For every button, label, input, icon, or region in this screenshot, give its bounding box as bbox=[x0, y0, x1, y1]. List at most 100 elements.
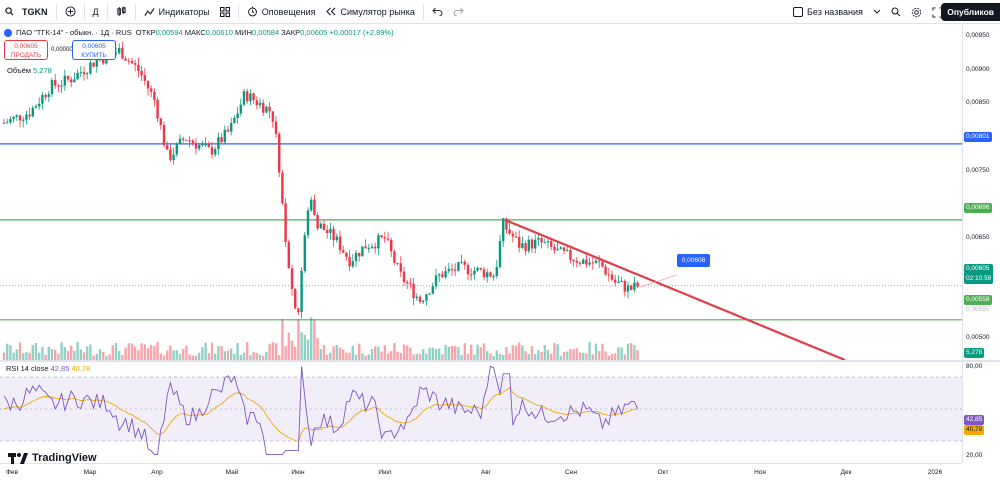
volume-bar bbox=[342, 349, 345, 360]
volume-bar bbox=[380, 351, 383, 360]
candle-body bbox=[258, 102, 262, 106]
candle-body bbox=[86, 73, 89, 75]
sell-button[interactable]: 0,00605 ПРОДАТЬ bbox=[4, 40, 48, 60]
candle-body bbox=[166, 145, 169, 150]
candle-body bbox=[268, 106, 271, 112]
candle-body bbox=[409, 283, 412, 285]
templates-button[interactable] bbox=[215, 0, 235, 24]
volume-bar bbox=[620, 347, 623, 360]
alerts-label: Оповещения bbox=[261, 6, 316, 17]
interval-button[interactable]: Д bbox=[92, 6, 99, 17]
undo-button[interactable] bbox=[427, 0, 448, 24]
candle-body bbox=[492, 275, 495, 277]
volume-bar bbox=[598, 351, 601, 360]
candle-body bbox=[569, 249, 572, 260]
volume-bar bbox=[281, 318, 284, 360]
symbol-search[interactable]: TGKN bbox=[0, 0, 53, 24]
open-value: 0,00594 bbox=[155, 28, 183, 37]
volume-bar bbox=[89, 344, 92, 360]
volume-bar bbox=[172, 350, 175, 360]
time-tick: Июл bbox=[378, 469, 392, 476]
candle-body bbox=[31, 107, 34, 117]
volume-bar bbox=[284, 345, 287, 360]
candle-body bbox=[159, 118, 162, 125]
volume-bar bbox=[508, 353, 511, 360]
publish-button[interactable]: Опубликов bbox=[941, 3, 1000, 21]
candle-body bbox=[153, 91, 156, 100]
layout-button[interactable]: Без названия bbox=[788, 0, 868, 24]
volume-bar bbox=[268, 343, 271, 360]
time-tick: Апр bbox=[151, 469, 163, 476]
chart-type-button[interactable] bbox=[111, 0, 132, 24]
candle-body bbox=[351, 261, 354, 267]
volume-bar bbox=[18, 342, 22, 360]
volume-bar bbox=[38, 352, 41, 360]
pane-divider[interactable] bbox=[0, 360, 1000, 362]
tradingview-logo[interactable]: TradingView bbox=[8, 452, 97, 464]
volume-bar bbox=[428, 347, 431, 360]
candle-body bbox=[226, 129, 230, 132]
price-tick: 0,00550 bbox=[966, 306, 990, 313]
redo-button[interactable] bbox=[448, 0, 469, 24]
replay-button[interactable]: Симулятор рынка bbox=[321, 0, 420, 24]
volume-bar bbox=[313, 319, 316, 360]
rsi-pane[interactable] bbox=[0, 362, 962, 463]
volume-bar bbox=[143, 344, 146, 360]
symbol-logo-icon bbox=[4, 28, 12, 37]
volume-bar bbox=[454, 346, 457, 360]
rsi-chart[interactable] bbox=[0, 362, 962, 463]
volume-bar bbox=[220, 346, 223, 360]
volume-bar bbox=[447, 346, 450, 360]
candle-body bbox=[172, 154, 175, 161]
candle-body bbox=[12, 116, 15, 120]
search-icon bbox=[5, 7, 14, 16]
volume-bar bbox=[450, 345, 454, 360]
volume-bar bbox=[34, 343, 38, 360]
price-axis[interactable]: 0,00950 0,00900 0,00850 0,00801 0,00750 … bbox=[962, 24, 1000, 463]
candle-body bbox=[367, 248, 370, 250]
volume-bar bbox=[300, 332, 303, 360]
buy-button[interactable]: 0,00605 КУПИТЬ bbox=[72, 40, 116, 60]
indicators-button[interactable]: Индикаторы bbox=[139, 0, 215, 24]
volume-bar bbox=[70, 345, 73, 360]
quick-search-button[interactable] bbox=[886, 0, 906, 24]
candlestick-chart[interactable] bbox=[0, 24, 962, 360]
volume-bar bbox=[332, 346, 335, 360]
volume-bar bbox=[63, 347, 66, 360]
volume-bar bbox=[233, 354, 236, 360]
settings-button[interactable] bbox=[906, 0, 927, 24]
volume-bar bbox=[265, 351, 268, 360]
candle-body bbox=[290, 268, 294, 289]
layout-menu-button[interactable] bbox=[868, 0, 886, 24]
rsi-line bbox=[3, 365, 639, 456]
candle-body bbox=[335, 236, 338, 241]
volume-bar bbox=[607, 355, 610, 360]
candle-body bbox=[130, 60, 134, 64]
candle-body bbox=[191, 140, 194, 144]
candle-body bbox=[530, 239, 534, 249]
volume-bar bbox=[188, 354, 191, 360]
candle-body bbox=[230, 122, 233, 132]
volume-tag: 5,278 bbox=[964, 348, 985, 358]
candle-body bbox=[524, 243, 527, 252]
volume-bar bbox=[476, 344, 479, 360]
candle-body bbox=[278, 134, 281, 173]
volume-bar bbox=[399, 353, 402, 360]
volume-bar bbox=[524, 351, 527, 360]
candle-body bbox=[447, 268, 450, 272]
logo-text: TradingView bbox=[32, 452, 97, 464]
compare-button[interactable] bbox=[60, 0, 81, 24]
volume-bar bbox=[191, 355, 194, 360]
candle-body bbox=[204, 144, 207, 146]
volume-bar bbox=[102, 351, 105, 360]
price-pane[interactable] bbox=[0, 24, 962, 360]
candle-body bbox=[300, 270, 303, 313]
time-axis[interactable]: Фев Мар Апр Май Июн Июл Авг Сен Окт Ноя … bbox=[0, 463, 962, 483]
high-label: МАКС bbox=[184, 28, 206, 37]
volume-bar bbox=[569, 349, 572, 360]
candle-body bbox=[422, 300, 425, 303]
volume-bar bbox=[252, 351, 255, 360]
volume-bar bbox=[559, 355, 562, 360]
candle-body bbox=[591, 262, 594, 264]
alerts-button[interactable]: Оповещения bbox=[242, 0, 321, 24]
